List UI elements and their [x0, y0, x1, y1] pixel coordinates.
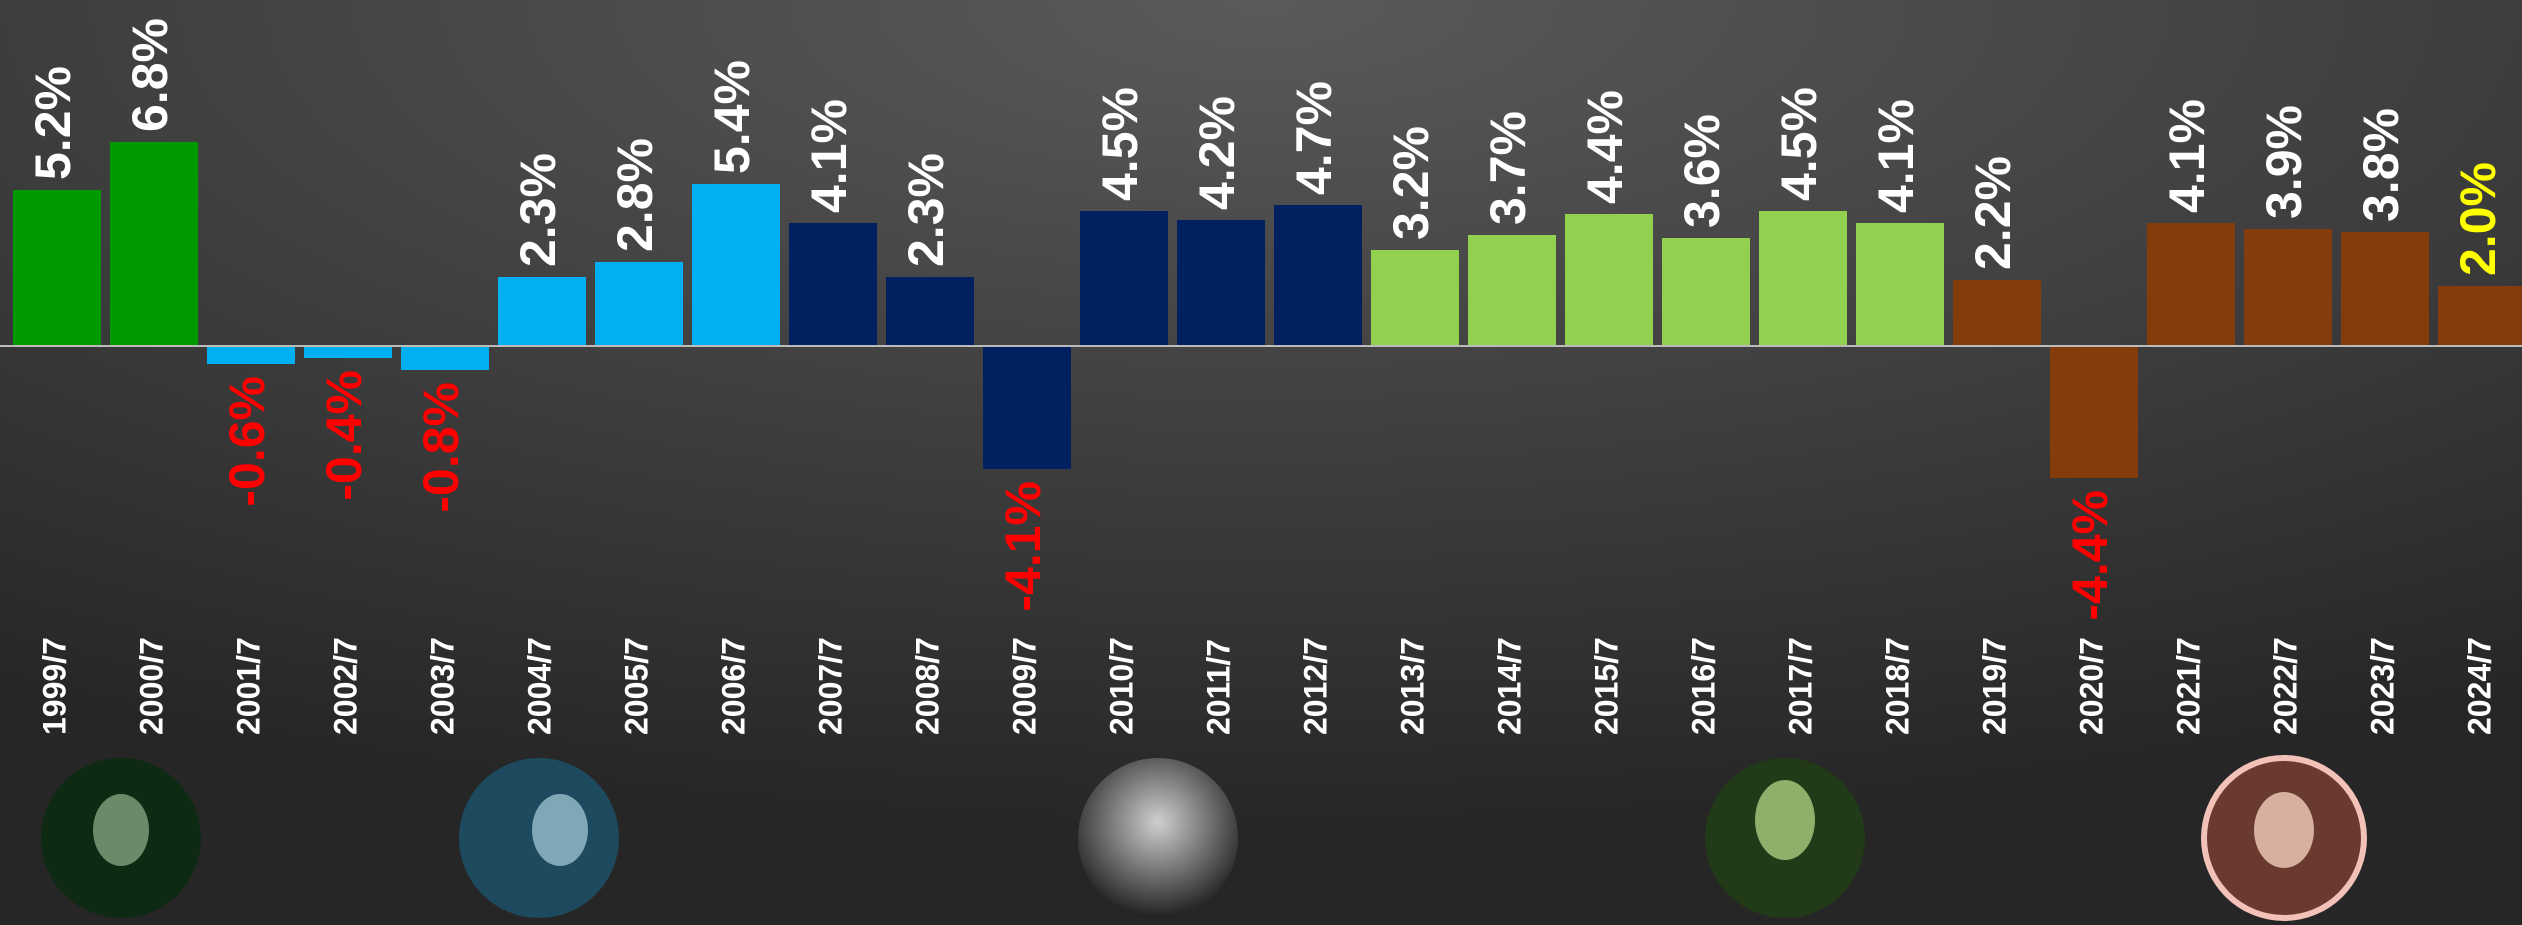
- value-label: 3.7%: [1480, 111, 1536, 225]
- bar: [1468, 235, 1556, 346]
- page: {"chart_data": {"type": "bar", "categori…: [0, 0, 2522, 925]
- x-tick-label: 2011/7: [1200, 639, 1236, 735]
- bar: [1565, 214, 1653, 346]
- bar: [595, 262, 683, 346]
- x-tick-label: 2009/7: [1006, 637, 1042, 735]
- x-tick-label: 2007/7: [812, 637, 848, 735]
- x-tick-label: 1999/7: [36, 637, 72, 735]
- value-label: -0.4%: [316, 370, 372, 501]
- bar: [1953, 280, 2041, 346]
- bar: [983, 346, 1071, 469]
- bar: [1274, 205, 1362, 346]
- x-tick-label: 2013/7: [1394, 637, 1430, 735]
- bar: [1759, 211, 1847, 346]
- portrait-face: [2254, 792, 2314, 868]
- background: [0, 0, 2522, 925]
- x-tick-label: 2003/7: [424, 637, 460, 735]
- x-tick-label: 2023/7: [2364, 637, 2400, 735]
- x-tick-label: 2018/7: [1879, 637, 1915, 735]
- value-label: 4.1%: [1868, 99, 1924, 213]
- x-tick-label: 2010/7: [1103, 637, 1139, 735]
- bar: [2147, 223, 2235, 346]
- portrait: [1078, 758, 1238, 918]
- value-label: 5.2%: [25, 66, 81, 180]
- bar: [2438, 286, 2522, 346]
- bar: [2050, 346, 2138, 478]
- bar: [692, 184, 780, 346]
- bar: [2244, 229, 2332, 346]
- value-label: 2.3%: [898, 153, 954, 267]
- value-label: 4.1%: [801, 99, 857, 213]
- x-tick-label: 2014/7: [1491, 637, 1527, 735]
- value-label: 5.4%: [704, 60, 760, 174]
- bar: [2341, 232, 2429, 346]
- x-tick-label: 2019/7: [1976, 637, 2012, 735]
- x-tick-label: 2001/7: [230, 637, 266, 735]
- x-tick-label: 2020/7: [2073, 637, 2109, 735]
- bar: [1662, 238, 1750, 346]
- x-tick-label: 2006/7: [715, 637, 751, 735]
- bar: [886, 277, 974, 346]
- value-label: 3.9%: [2256, 105, 2312, 219]
- value-label: 2.8%: [607, 138, 663, 252]
- x-tick-label: 2017/7: [1782, 637, 1818, 735]
- bar: [304, 346, 392, 358]
- x-tick-label: 2005/7: [618, 637, 654, 735]
- value-label: 2.3%: [510, 153, 566, 267]
- x-tick-label: 2012/7: [1297, 637, 1333, 735]
- value-label: -4.1%: [995, 481, 1051, 612]
- value-label: 4.7%: [1286, 81, 1342, 195]
- value-label: 3.6%: [1674, 114, 1730, 228]
- x-tick-label: 2024/7: [2461, 637, 2497, 735]
- bar: [13, 190, 101, 346]
- value-label: 4.4%: [1577, 90, 1633, 204]
- bar: [401, 346, 489, 370]
- bar: [789, 223, 877, 346]
- value-label: 6.8%: [122, 18, 178, 132]
- value-label: 3.2%: [1383, 126, 1439, 240]
- chart: 5.2% 1999/7 6.8% 2000/7 -0.6% 2001/7 -0.4% 2002…: [0, 0, 2522, 925]
- x-tick-label: 2015/7: [1588, 637, 1624, 735]
- bar: [1080, 211, 1168, 346]
- x-tick-label: 2008/7: [909, 637, 945, 735]
- portrait-face: [1755, 780, 1815, 860]
- bar: [110, 142, 198, 346]
- value-label: -4.4%: [2062, 490, 2118, 621]
- value-label: 4.1%: [2159, 99, 2215, 213]
- value-label: 2.0%: [2450, 162, 2506, 276]
- value-label: 4.5%: [1092, 87, 1148, 201]
- portrait-face: [93, 794, 149, 866]
- bar: [1177, 220, 1265, 346]
- value-label: 3.8%: [2353, 108, 2409, 222]
- x-tick-label: 2004/7: [521, 637, 557, 735]
- x-tick-label: 2022/7: [2267, 637, 2303, 735]
- value-label: -0.8%: [413, 382, 469, 513]
- value-label: -0.6%: [219, 376, 275, 507]
- bar: [1856, 223, 1944, 346]
- value-label: 4.5%: [1771, 87, 1827, 201]
- value-label: 2.2%: [1965, 156, 2021, 270]
- x-tick-label: 2002/7: [327, 637, 363, 735]
- x-tick-label: 2000/7: [133, 637, 169, 735]
- x-tick-label: 2016/7: [1685, 637, 1721, 735]
- portrait-face: [532, 794, 588, 866]
- bar: [207, 346, 295, 364]
- x-tick-label: 2021/7: [2170, 637, 2206, 735]
- bar: [1371, 250, 1459, 346]
- bar: [498, 277, 586, 346]
- value-label: 4.2%: [1189, 96, 1245, 210]
